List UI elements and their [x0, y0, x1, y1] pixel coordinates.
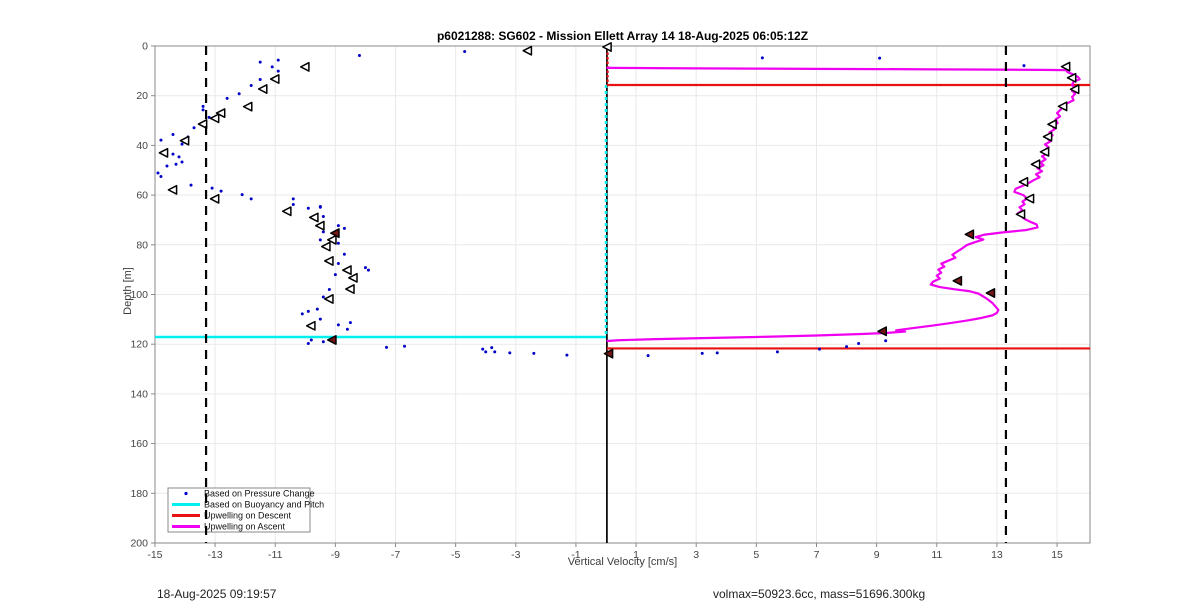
x-axis-label: Vertical Velocity [cm/s]	[567, 556, 678, 568]
y-axis-label: Depth [m]	[122, 267, 134, 315]
legend-item-2: Upwelling on Descent	[172, 511, 292, 521]
ascent-upwelling-line	[606, 66, 1081, 343]
glide-model-filled-triangles	[327, 228, 996, 359]
x-tick-label: -11	[268, 549, 283, 561]
x-tick-label: 11	[931, 549, 942, 561]
legend-item-label: Based on Buoyancy and Pitch	[204, 500, 324, 510]
volmax-mass-annotation: volmax=50923.6cc, mass=51696.300kg	[713, 587, 926, 601]
legend-item-1: Based on Buoyancy and Pitch	[172, 500, 324, 510]
y-tick-label: 40	[136, 140, 148, 152]
x-tick-label: -15	[147, 549, 162, 561]
x-tick-label: -7	[391, 549, 400, 561]
x-tick-label: -9	[331, 549, 340, 561]
y-tick-label: 80	[136, 239, 148, 251]
legend-item-3: Upwelling on Ascent	[172, 522, 286, 532]
x-tick-label: -3	[511, 549, 520, 561]
x-tick-label: -5	[451, 549, 460, 561]
legend-item-0: Based on Pressure Change	[184, 489, 315, 499]
legend-dot-sample	[184, 491, 188, 496]
legend-item-label: Based on Pressure Change	[204, 489, 315, 499]
glide-model-open-triangles	[158, 42, 1080, 331]
grid-lines	[154, 45, 1090, 544]
legend-box	[167, 487, 311, 533]
chart-title: p6021288: SG602 - Mission Ellett Array 1…	[436, 29, 809, 43]
pressure-change-points	[156, 49, 1026, 358]
x-tick-label: -1	[571, 549, 580, 561]
y-tick-label: 0	[142, 41, 148, 53]
x-tick-label: 15	[1051, 549, 1063, 561]
y-tick-label: 160	[130, 438, 148, 450]
x-tick-label: 1	[633, 549, 639, 561]
axis-ticks: -15 -13 -11 -9 -7 -5 -3 -1 1 3 5 7 9 11 13 150204060801…	[130, 41, 1063, 562]
x-tick-label: 5	[753, 549, 759, 561]
x-tick-label: 13	[991, 549, 1003, 561]
y-tick-label: 140	[130, 388, 148, 400]
y-tick-label: 60	[136, 190, 148, 202]
legend-item-label: Upwelling on Ascent	[204, 522, 286, 532]
x-tick-label: 9	[874, 549, 880, 561]
y-tick-label: 100	[130, 289, 148, 301]
y-tick-label: 200	[130, 538, 148, 550]
x-tick-label: 3	[693, 549, 699, 561]
plot-generated-timestamp: 18-Aug-2025 09:19:57	[157, 587, 277, 601]
y-tick-label: 120	[130, 339, 148, 351]
y-tick-label: 20	[136, 90, 148, 102]
y-tick-label: 180	[130, 488, 148, 500]
x-tick-label: 7	[814, 549, 820, 561]
x-tick-label: -13	[207, 549, 222, 561]
legend-item-label: Upwelling on Descent	[204, 511, 292, 521]
